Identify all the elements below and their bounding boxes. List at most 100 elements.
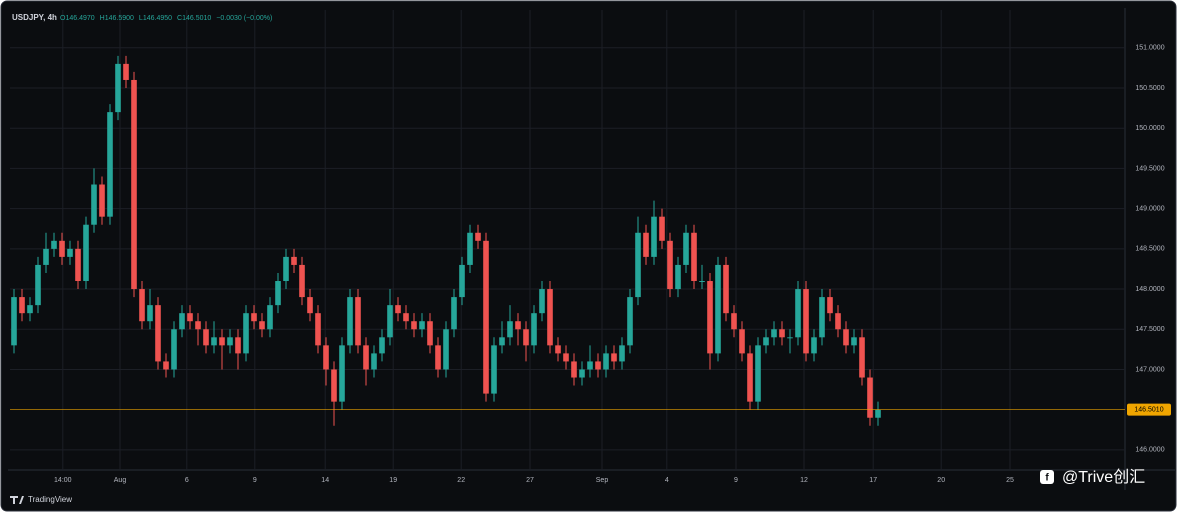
candle-body <box>619 345 625 362</box>
last-price-label: 146.5010 <box>1134 406 1163 413</box>
candle-body <box>547 289 553 346</box>
candle-body <box>203 329 209 346</box>
candle-body <box>819 297 825 338</box>
last-price-badge <box>1127 403 1171 416</box>
header-value: C146.5010 <box>177 15 211 22</box>
candle-body <box>523 329 529 346</box>
candle-body <box>243 313 249 354</box>
candle-body <box>275 281 281 306</box>
candle-body <box>459 264 465 298</box>
candle-body <box>115 63 121 113</box>
candle-body <box>451 297 457 330</box>
candle-body <box>771 329 777 338</box>
candle-body <box>715 264 721 354</box>
candle-body <box>627 297 633 346</box>
x-tick-label: 12 <box>800 477 808 484</box>
y-tick-label: 147.0000 <box>1135 366 1164 373</box>
y-tick-label: 148.0000 <box>1135 286 1164 293</box>
candle-body <box>11 297 17 346</box>
candle-body <box>731 313 737 330</box>
candle-body <box>227 337 233 346</box>
candle-body <box>107 112 113 217</box>
candle-body <box>123 63 129 80</box>
candle-body <box>763 337 769 346</box>
candle-body <box>163 361 169 370</box>
candle-body <box>155 305 161 362</box>
candle-body <box>835 313 841 330</box>
candle-body <box>339 345 345 402</box>
candle-body <box>643 232 649 257</box>
x-tick-label: 14 <box>321 477 329 484</box>
candle-body <box>803 289 809 354</box>
candle-body <box>195 321 201 330</box>
x-tick-label: 4 <box>665 477 669 484</box>
candle-body <box>739 329 745 354</box>
candle-body <box>603 353 609 370</box>
candle-body <box>443 329 449 370</box>
candle-body <box>51 240 57 249</box>
candle-body <box>787 337 793 339</box>
watermark-icon-glyph: f <box>1045 473 1049 484</box>
candle-body <box>35 264 41 306</box>
candle-body <box>147 305 153 322</box>
candle-body <box>331 369 337 402</box>
candle-body <box>59 240 65 257</box>
candle-body <box>363 345 369 370</box>
candle-body <box>99 184 105 217</box>
candle-body <box>315 313 321 346</box>
candle-body <box>875 409 881 418</box>
header-value: L146.4950 <box>139 15 172 22</box>
candle-body <box>179 313 185 330</box>
candle-body <box>75 248 81 282</box>
y-tick-label: 149.0000 <box>1135 205 1164 212</box>
brand-name: TradingView <box>28 495 72 504</box>
x-tick-label: 14:00 <box>54 477 72 484</box>
y-tick-label: 146.0000 <box>1135 447 1164 454</box>
candle-body <box>355 297 361 346</box>
candle-body <box>587 361 593 370</box>
candle-body <box>267 305 273 330</box>
candle-body <box>19 297 25 314</box>
candle-body <box>659 216 665 241</box>
candle-body <box>635 232 641 298</box>
candle-body <box>723 264 729 314</box>
candle-body <box>667 240 673 290</box>
candle-body <box>67 248 73 257</box>
candle-body <box>779 329 785 338</box>
candle-body <box>563 353 569 362</box>
candle-body <box>91 184 97 225</box>
candle-body <box>291 256 297 265</box>
symbol-title: USDJPY, 4h <box>12 13 57 22</box>
candle-body <box>283 256 289 282</box>
candle-body <box>491 345 497 394</box>
header-value: H146.5900 <box>100 15 134 22</box>
header-value: O146.4970 <box>60 15 95 22</box>
candle-body <box>387 305 393 338</box>
candle-body <box>139 289 145 322</box>
candle-body <box>851 337 857 346</box>
candle-body <box>483 240 489 394</box>
candle-body <box>307 297 313 314</box>
x-tick-label: 19 <box>389 477 397 484</box>
brand-icon <box>10 496 24 504</box>
candle-body <box>707 281 713 354</box>
candle-body <box>571 361 577 378</box>
candle-body <box>411 321 417 330</box>
candle-body <box>211 337 217 346</box>
candle-body <box>691 232 697 282</box>
candle-body <box>699 281 705 283</box>
candle-body <box>467 232 473 265</box>
candle-body <box>867 377 873 418</box>
candle-body <box>395 305 401 314</box>
y-tick-label: 147.5000 <box>1135 326 1164 333</box>
watermark-text: @Trive创汇 <box>1062 468 1145 486</box>
header-value: −0.0030 (−0.00%) <box>216 15 272 22</box>
candle-body <box>323 345 329 370</box>
candle-body <box>795 289 801 338</box>
watermark-icon <box>1040 470 1054 484</box>
candle-body <box>755 345 761 402</box>
candle-body <box>43 248 49 265</box>
x-tick-label: 9 <box>253 477 257 484</box>
candle-body <box>83 224 89 282</box>
